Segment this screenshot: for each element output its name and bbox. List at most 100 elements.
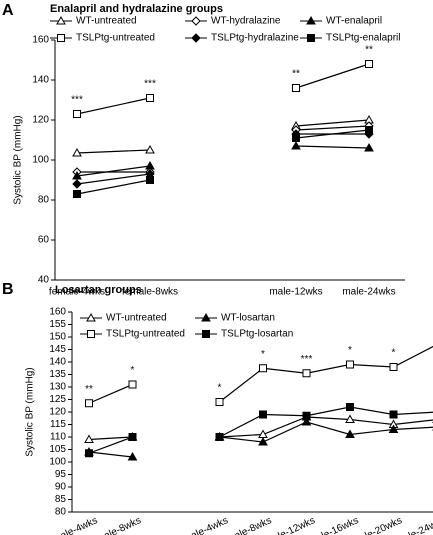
marker: [145, 160, 155, 170]
series-line: [76, 145, 370, 177]
marker: [84, 434, 94, 443]
y-tick-label: 135: [49, 369, 66, 380]
significance-label: *: [131, 365, 135, 376]
y-tick-label: 60: [38, 235, 50, 246]
significance-label: ***: [301, 354, 313, 365]
y-tick-label: 115: [50, 419, 66, 430]
x-tick-label: female-4wks: [49, 287, 105, 298]
series-line: [88, 406, 433, 454]
y-tick-label: 80: [38, 195, 50, 206]
y-tick-label: 160: [32, 35, 49, 46]
significance-label: ***: [144, 79, 156, 90]
legend-label: TSLPtg-losartan: [221, 329, 293, 340]
marker: [259, 410, 267, 419]
x-tick-label: male-12wks: [269, 287, 322, 298]
marker: [389, 410, 398, 419]
marker: [73, 190, 81, 198]
y-tick-label: 155: [49, 319, 66, 330]
series-line: [76, 63, 370, 115]
marker: [146, 176, 154, 184]
chart-title: Losartan groups: [55, 284, 142, 296]
chart-title: Enalapril and hydralazine groups: [50, 3, 223, 15]
marker: [388, 424, 399, 433]
y-tick-label: 145: [49, 344, 66, 355]
y-tick-label: 110: [50, 432, 66, 443]
y-tick-label: 100: [49, 457, 66, 468]
marker: [145, 144, 155, 154]
x-tick-label: male-24wks: [342, 287, 395, 298]
significance-label: **: [365, 45, 373, 56]
x-tick-label: male-8wks: [225, 515, 273, 535]
marker: [72, 147, 82, 157]
legend-label: WT-hydralazine: [211, 16, 281, 27]
y-tick-label: 125: [49, 394, 66, 405]
legend-marker: [202, 330, 210, 338]
marker: [72, 179, 82, 189]
marker: [345, 429, 355, 438]
marker: [146, 94, 154, 102]
marker: [345, 414, 355, 423]
legend-label: TSLPtg-enalapril: [326, 33, 400, 44]
panel-label: B: [2, 281, 14, 298]
series-line: [88, 421, 433, 458]
y-tick-label: 160: [49, 307, 66, 318]
y-tick-label: 95: [55, 469, 67, 480]
legend-marker: [57, 34, 65, 42]
significance-label: *: [261, 349, 265, 360]
x-tick-label: female-8wks: [122, 287, 178, 298]
marker: [301, 416, 312, 426]
legend-label: WT-enalapril: [326, 16, 382, 27]
legend-label: TSLPtg-untreated: [106, 329, 185, 340]
marker: [85, 399, 93, 408]
significance-label: ***: [71, 95, 83, 106]
legend-label: WT-untreated: [106, 313, 167, 324]
panel-label: A: [2, 2, 14, 19]
marker: [292, 134, 300, 142]
significance-label: *: [392, 348, 396, 359]
x-tick-label: female-4wks: [44, 515, 100, 535]
marker: [292, 84, 300, 92]
legend-marker: [191, 33, 201, 43]
marker: [365, 60, 373, 68]
y-tick-label: 150: [49, 332, 66, 343]
significance-label: **: [292, 69, 300, 80]
marker: [215, 398, 224, 406]
legend-label: TSLPtg-hydralazine: [211, 33, 299, 44]
legend-marker: [86, 312, 96, 322]
marker: [346, 360, 354, 369]
y-tick-label: 80: [55, 507, 67, 518]
y-tick-label: 90: [55, 482, 67, 493]
legend-marker: [191, 16, 201, 26]
series-line: [77, 125, 370, 173]
series-line: [76, 119, 370, 154]
marker: [73, 110, 81, 118]
marker: [259, 364, 267, 373]
significance-label: *: [348, 345, 352, 356]
y-tick-label: 100: [32, 155, 49, 166]
marker: [302, 411, 311, 420]
marker: [302, 369, 311, 378]
marker: [364, 142, 374, 152]
significance-label: **: [85, 384, 93, 395]
marker: [72, 170, 82, 180]
series-line: [88, 416, 433, 441]
marker: [365, 126, 373, 134]
series-line: [76, 129, 370, 195]
marker: [128, 380, 137, 389]
y-axis-label: Systolic BP (mmHg): [25, 367, 36, 456]
y-tick-label: 40: [38, 275, 50, 286]
legend-marker: [87, 330, 95, 338]
marker: [215, 433, 224, 441]
marker: [85, 449, 93, 458]
legend-label: TSLPtg-untreated: [76, 33, 155, 44]
marker: [389, 363, 398, 371]
legend-marker: [307, 34, 315, 42]
legend-marker: [201, 312, 211, 322]
legend-label: WT-losartan: [221, 313, 275, 324]
series-line: [76, 133, 369, 185]
y-tick-label: 105: [49, 444, 66, 455]
y-tick-label: 140: [49, 357, 66, 368]
significance-label: *: [218, 383, 222, 394]
y-tick-label: 120: [49, 407, 66, 418]
